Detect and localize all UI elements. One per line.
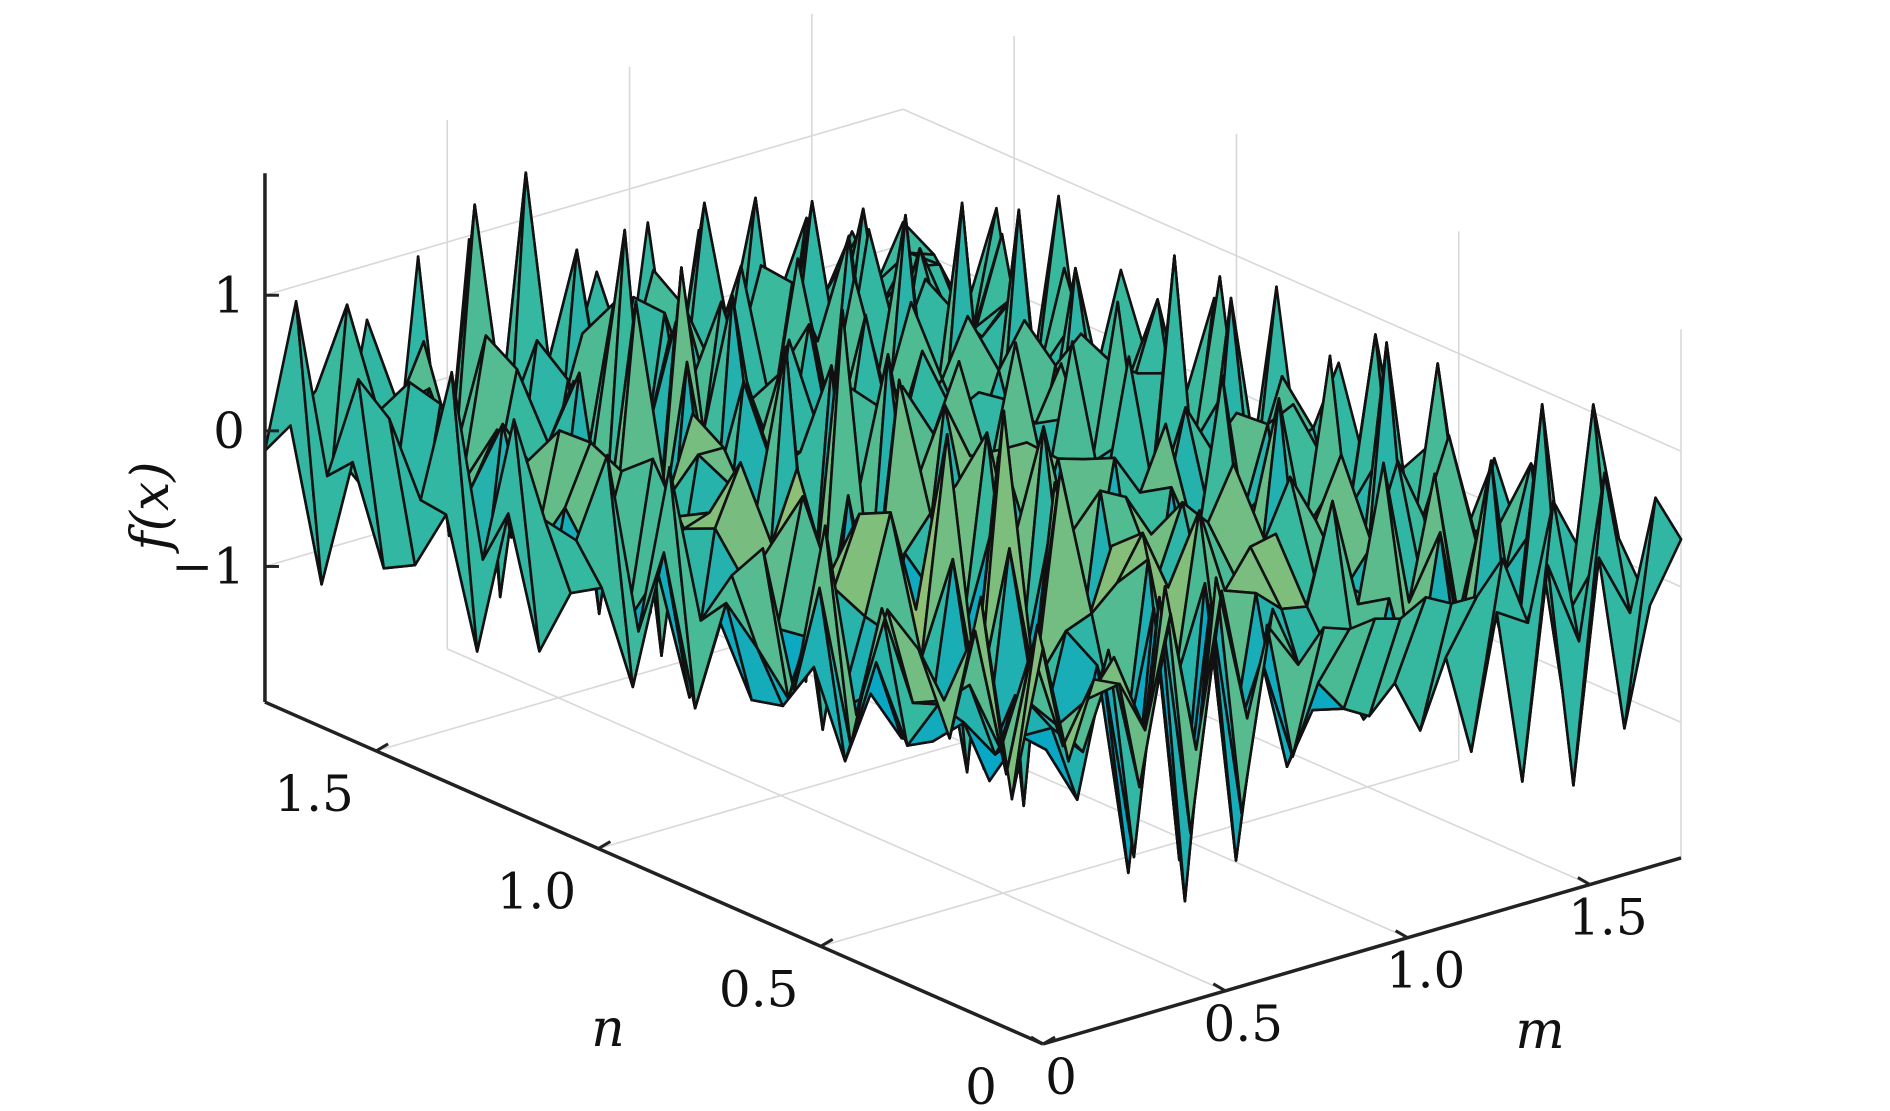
side-wall-grid-line-z: [902, 108, 1682, 452]
y-tick-label: 0.5: [719, 960, 799, 1018]
x-tick-label: 0: [1045, 1048, 1077, 1106]
y-axis-tick: [597, 840, 612, 850]
z-tick-label: 1: [213, 266, 245, 324]
z-tick-label: −1: [171, 537, 245, 595]
y-tick-label: 1.0: [497, 863, 577, 921]
x-axis-tick: [1030, 1035, 1044, 1046]
tick-labels: 0 0.5 1.0 1.5 0 0.5 1.0 1.5 −1 0 1: [171, 266, 1647, 1111]
x-axis-tick: [1394, 929, 1409, 939]
x-axis-line: [1042, 856, 1682, 1046]
surface-plot: [263, 171, 1683, 903]
x-tick-label: 1.0: [1386, 942, 1466, 1000]
y-axis-line: [264, 700, 1044, 1046]
x-tick-label: 0.5: [1204, 995, 1284, 1053]
y-axis-tick: [819, 938, 834, 948]
y-tick-label: 1.5: [274, 765, 354, 823]
axes: [263, 173, 1682, 1046]
surface-face: [1010, 623, 1070, 801]
back-wall-grid-line-z: [264, 108, 904, 297]
x-axis-tick: [1212, 982, 1227, 993]
x-tick-label: 1.5: [1568, 889, 1648, 947]
y-tick-label: 0: [965, 1058, 997, 1111]
y-axis-tick: [375, 742, 389, 753]
floor-grid-line-y: [820, 759, 1459, 948]
floor-grid-line-x: [446, 648, 1226, 992]
x-axis-label: m: [1515, 1001, 1564, 1061]
y-axis-tick: [1042, 1035, 1056, 1046]
y-axis-label: n: [591, 999, 625, 1059]
z-axis-label: f(x): [121, 461, 181, 554]
x-axis-tick: [1577, 876, 1591, 886]
z-tick-label: 0: [213, 402, 245, 460]
